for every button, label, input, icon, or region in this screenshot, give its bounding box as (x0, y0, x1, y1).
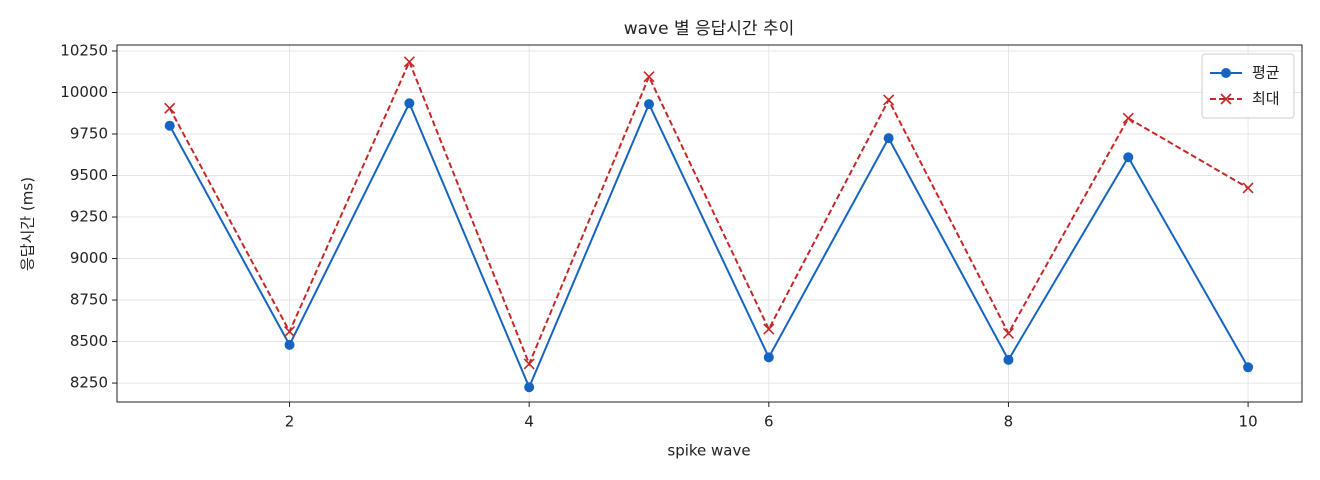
y-tick-label: 9000 (70, 249, 108, 267)
legend-label: 최대 (1252, 90, 1280, 108)
marker (1123, 152, 1134, 163)
marker (283, 326, 296, 338)
series-line (168, 100, 1249, 390)
marker (1003, 354, 1014, 365)
plot-frame (116, 44, 1303, 403)
y-tick-label: 10000 (60, 83, 108, 101)
marker (164, 120, 175, 131)
marker (763, 323, 775, 335)
x-tick-label: 6 (764, 413, 774, 431)
legend-marker (1221, 68, 1231, 78)
marker (1243, 362, 1254, 373)
legend-marker (1220, 93, 1232, 105)
marker (643, 71, 655, 83)
legend-label: 평균 (1252, 64, 1280, 82)
y-tick-label: 9500 (70, 166, 108, 184)
legend-box (1201, 53, 1295, 119)
chart-title: wave 별 응답시간 추이 (624, 19, 795, 39)
marker (1242, 182, 1254, 194)
x-tick-label: 8 (1004, 413, 1014, 431)
marker (523, 358, 535, 370)
marker (883, 133, 894, 144)
y-tick-label: 8250 (70, 374, 108, 392)
marker (404, 98, 415, 109)
y-tick-label: 8750 (70, 291, 108, 309)
marker (524, 382, 535, 393)
x-tick-label: 2 (285, 413, 295, 431)
x-axis-label: spike wave (667, 442, 750, 460)
series-line (168, 59, 1249, 367)
y-tick-label: 9750 (70, 125, 108, 143)
marker (164, 102, 176, 114)
y-tick-label: 10250 (60, 41, 108, 59)
y-tick-label: 9250 (70, 208, 108, 226)
marker (763, 352, 774, 363)
y-tick-label: 8500 (70, 332, 108, 350)
marker (883, 94, 895, 106)
x-tick-label: 4 (524, 413, 534, 431)
marker (284, 339, 295, 350)
x-tick-label: 10 (1239, 413, 1258, 431)
marker (1002, 327, 1015, 339)
marker (403, 56, 415, 68)
marker (1122, 112, 1134, 124)
y-axis-label: 응답시간 (ms) (19, 177, 37, 271)
marker (643, 99, 654, 110)
